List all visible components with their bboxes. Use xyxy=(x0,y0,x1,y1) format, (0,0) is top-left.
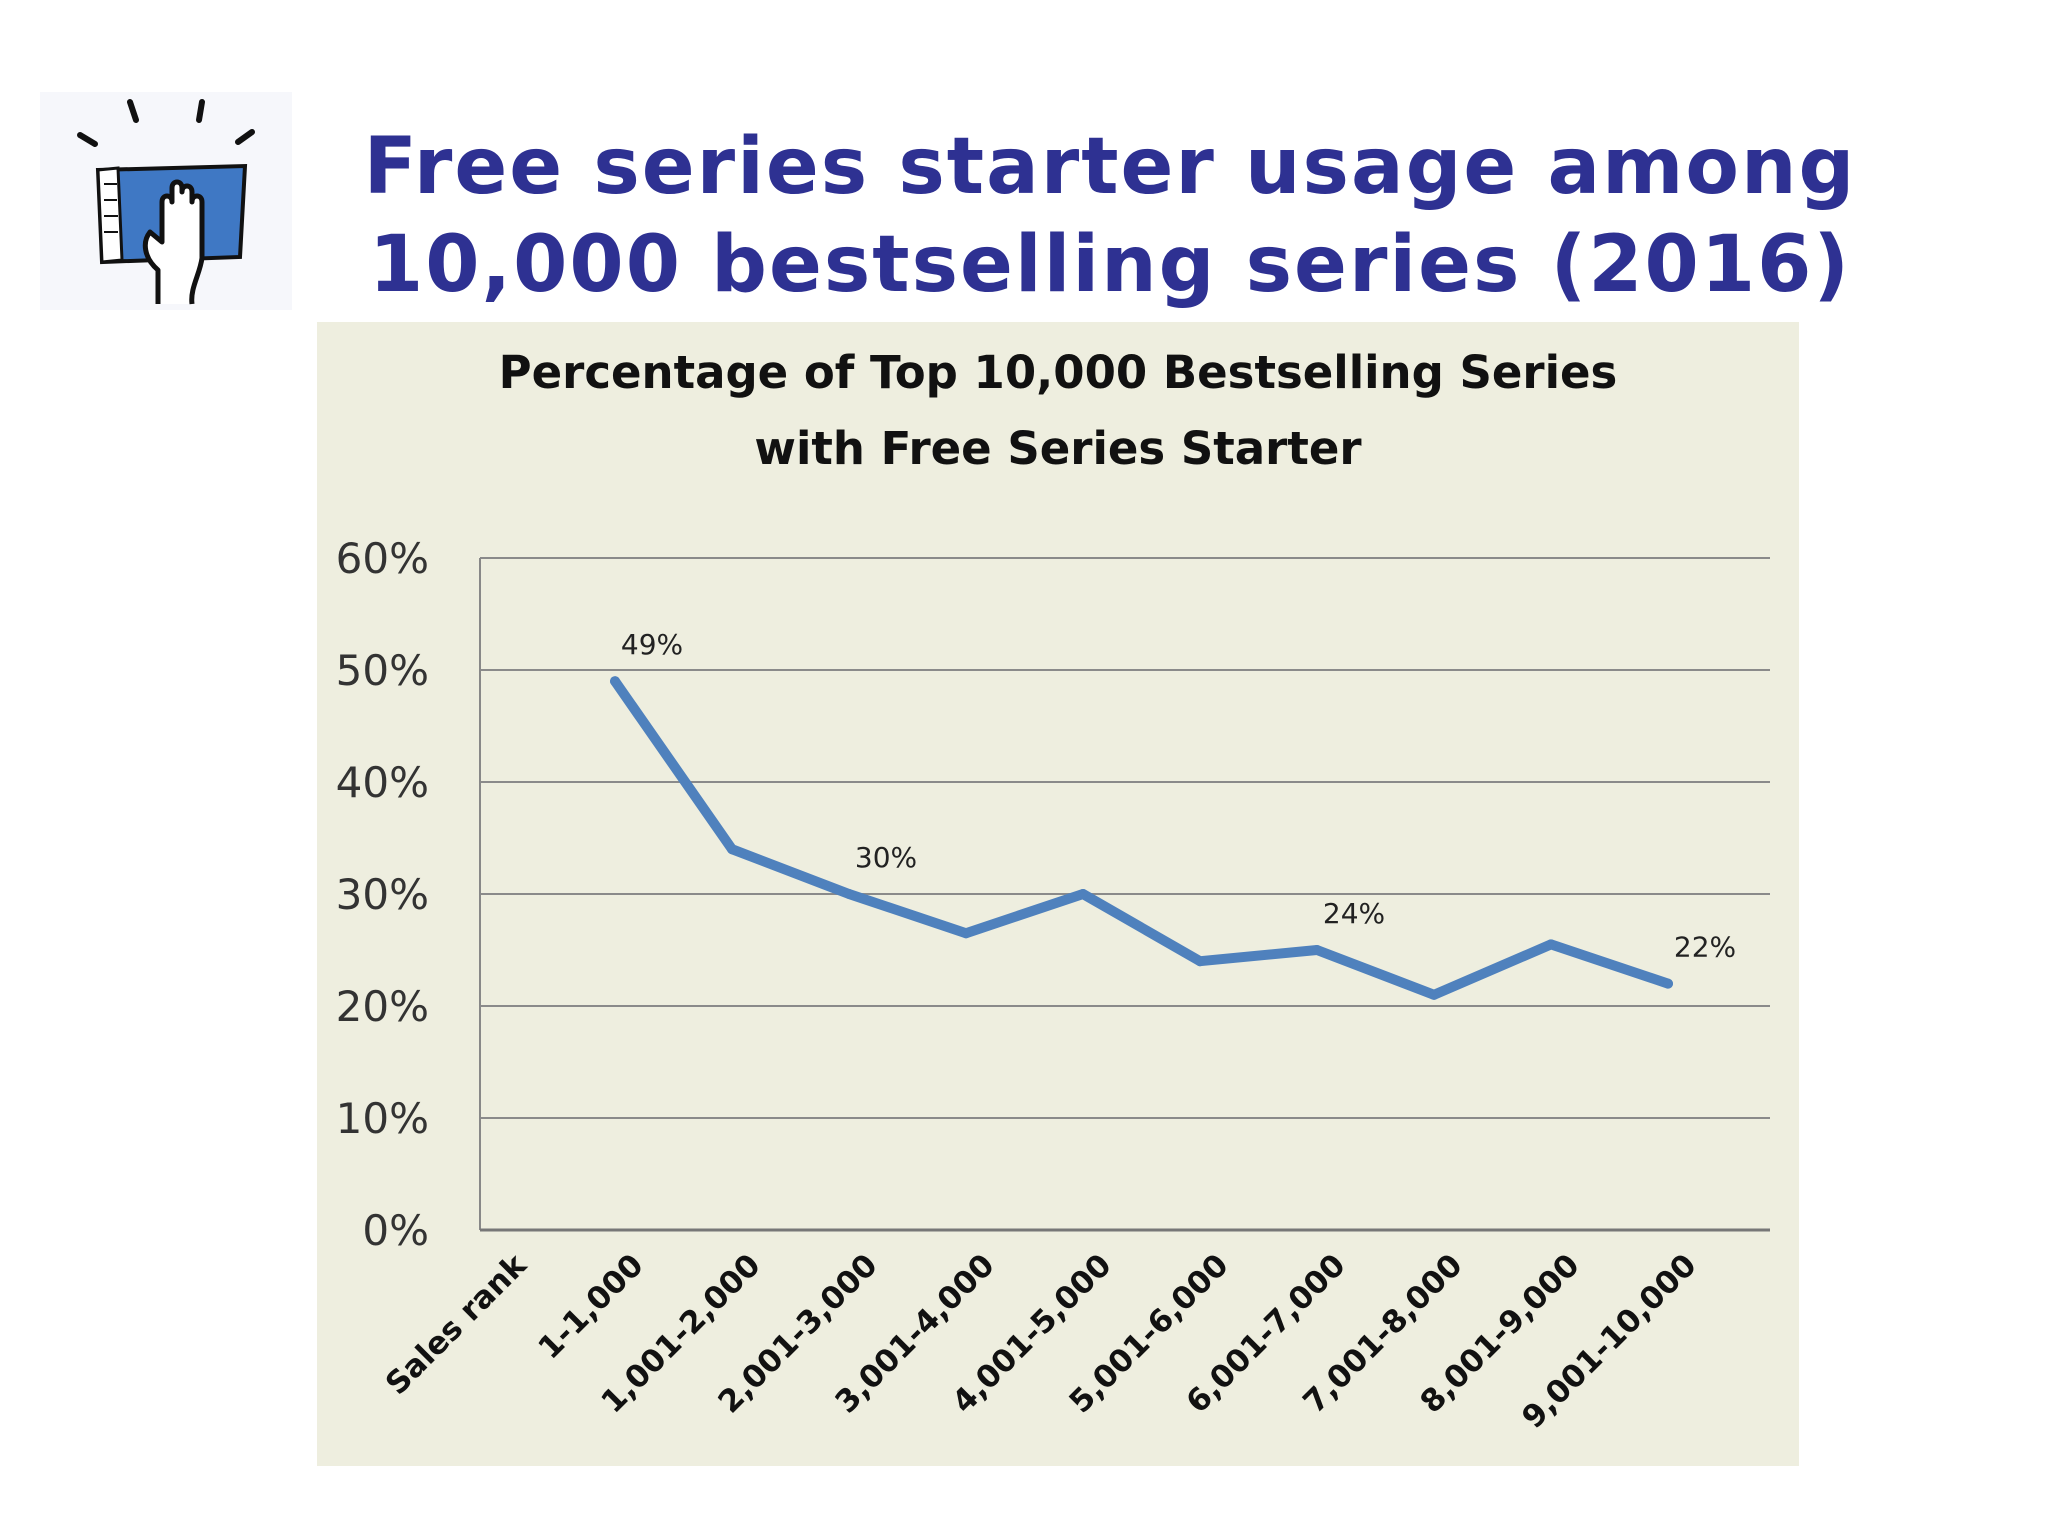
y-tick-label: 30% xyxy=(336,870,429,919)
data-label: 24% xyxy=(1323,897,1385,930)
data-point xyxy=(1078,889,1088,899)
y-tick-label: 60% xyxy=(336,534,429,583)
series-line xyxy=(610,676,1673,1000)
chart-title-line-1: Percentage of Top 10,000 Bestselling Ser… xyxy=(499,346,1618,399)
gridlines xyxy=(480,557,1770,1119)
axes xyxy=(479,558,1770,1232)
line-chart: Percentage of Top 10,000 Bestselling Ser… xyxy=(317,322,1799,1466)
data-point xyxy=(961,928,971,939)
slide-title: Free series starter usage among 10,000 b… xyxy=(330,118,1890,314)
y-tick-label: 0% xyxy=(362,1206,429,1255)
data-label: 22% xyxy=(1674,931,1736,964)
data-label: 30% xyxy=(855,841,917,874)
data-point xyxy=(844,889,854,899)
slide-title-line-1: Free series starter usage among xyxy=(363,122,1857,212)
data-point xyxy=(727,844,737,855)
series-layer xyxy=(610,676,1673,1000)
data-labels: 49% 30% 24% 22% xyxy=(621,628,1736,963)
data-point xyxy=(1546,939,1556,950)
data-point xyxy=(1663,978,1673,989)
data-label: 49% xyxy=(621,628,683,661)
logo xyxy=(40,92,292,310)
data-point xyxy=(610,676,620,687)
y-tick-label: 20% xyxy=(336,982,429,1031)
data-point xyxy=(1429,989,1439,1000)
x-tick-label: 1-1,000 xyxy=(532,1247,651,1366)
data-point xyxy=(1195,956,1205,967)
book-hand-raise-icon xyxy=(77,99,255,305)
chart-title-line-2: with Free Series Starter xyxy=(754,422,1362,475)
y-tick-label: 50% xyxy=(336,646,429,695)
slide-title-line-2: 10,000 bestselling series (2016) xyxy=(368,220,1852,310)
y-tick-label: 40% xyxy=(336,758,429,807)
y-tick-label: 10% xyxy=(336,1094,429,1143)
x-tick-label: Sales rank xyxy=(379,1246,535,1402)
chart-canvas: Percentage of Top 10,000 Bestselling Ser… xyxy=(336,346,1770,1436)
x-axis-ticks: Sales rank1-1,0001,001-2,0002,001-3,0003… xyxy=(379,1246,1704,1435)
data-point xyxy=(1312,945,1322,955)
y-axis-ticks: 0% 10% 20% 30% 40% 50% 60% xyxy=(336,534,429,1255)
